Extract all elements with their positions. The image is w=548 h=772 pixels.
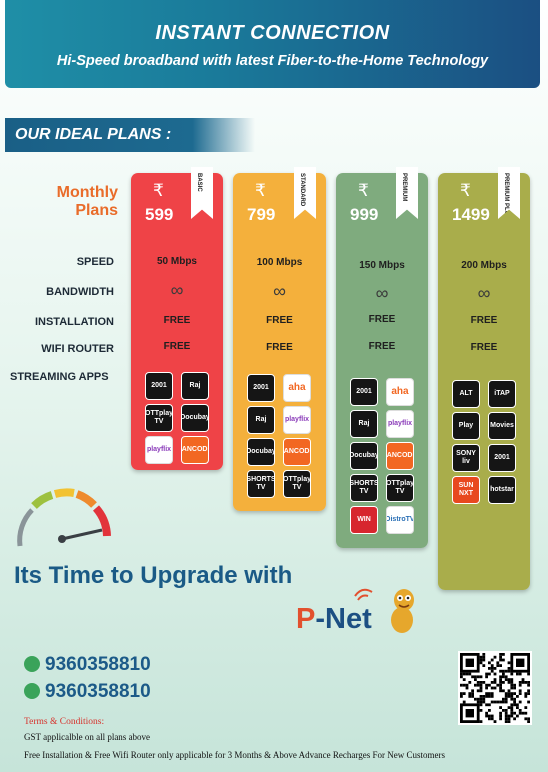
infinity-icon: ∞: [170, 280, 184, 300]
plan-name: STANDARD: [299, 173, 305, 207]
plan-installation: FREE: [163, 315, 191, 326]
plan-speed: 100 Mbps: [256, 257, 303, 268]
plan-name: BASIC: [196, 173, 202, 192]
plan-installation: FREE: [266, 315, 293, 326]
streaming-app-logo: Play: [452, 412, 480, 440]
streaming-app-logo: OTTplay TV: [386, 474, 414, 502]
streaming-app-logo: 2001: [145, 372, 173, 400]
plan-name: PREMIUM: [401, 173, 407, 202]
plan-price: 599: [145, 205, 174, 224]
streaming-app-logo: Docubay: [247, 438, 275, 466]
streaming-app-logo: Docubay: [350, 442, 378, 470]
banner-title: INSTANT CONNECTION: [155, 22, 390, 44]
plan-wifi-router: FREE: [163, 341, 191, 352]
streaming-app-logo: hotstar: [488, 476, 516, 504]
plan-wifi-router: FREE: [266, 342, 293, 353]
streaming-app-logo: WIN: [350, 506, 378, 534]
streaming-app-logo: iTAP: [488, 380, 516, 408]
plan-ribbon: PREMIUM: [396, 167, 418, 219]
plan-price: 799: [247, 205, 276, 224]
plan-card-standard[interactable]: ₹ 799 STANDARD 100 Mbps ∞ FREE FREE 2001 a…: [233, 167, 326, 511]
streaming-app-logo: aha: [283, 374, 311, 402]
plan-price: 999: [350, 205, 379, 224]
qr-code: [458, 651, 532, 725]
terms-line-free-install: Free Installation & Free Wifi Router onl…: [24, 750, 445, 760]
streaming-app-logo: Movies: [488, 412, 516, 440]
plan-name: PREMIUM PLUS: [503, 173, 509, 220]
streaming-app-logo: Raj: [181, 372, 209, 400]
plan-installation: FREE: [368, 314, 396, 325]
streaming-app-logo: SUN NXT: [452, 476, 480, 504]
row-label-bandwidth: BANDWIDTH: [46, 286, 114, 298]
plan-ribbon: BASIC: [191, 167, 213, 219]
streaming-app-logo: FANCODE: [283, 438, 311, 466]
speedometer-icon: [17, 488, 111, 547]
plan-wifi-router: FREE: [470, 342, 498, 353]
plan-card-premium-plus[interactable]: ₹ 1499 PREMIUM PLUS 200 Mbps ∞ FREE FREE…: [438, 167, 530, 590]
pnet-logo: P-Net: [296, 603, 372, 636]
terms-line-gst: GST applicalble on all plans above: [24, 732, 151, 742]
streaming-app-logo: Raj: [247, 406, 275, 434]
plan-installation: FREE: [470, 315, 498, 326]
phone-number-call[interactable]: 9360358810: [24, 654, 151, 676]
streaming-app-logo: 2001: [488, 444, 516, 472]
plan-ribbon: STANDARD: [294, 167, 316, 219]
plan-card-basic[interactable]: ₹ 599 BASIC 50 Mbps ∞ FREE FREE 2001 Raj OT…: [131, 167, 223, 470]
brand-dash: -: [315, 603, 326, 635]
infinity-icon: ∞: [375, 283, 389, 303]
streaming-app-logo: ALT: [452, 380, 480, 408]
row-label-streaming-apps: STREAMING APPS: [10, 371, 109, 383]
monthly-plans-label: Monthly Plans: [56, 184, 118, 219]
streaming-app-logo: SONY liv: [452, 444, 480, 472]
rupee-symbol: ₹: [358, 181, 369, 200]
streaming-app-logo: 2001: [350, 378, 378, 406]
terms-title: Terms & Conditions:: [24, 717, 105, 727]
plan-price: 1499: [452, 205, 490, 224]
streaming-app-logo: SHORTS TV: [247, 470, 275, 498]
rupee-symbol: ₹: [460, 181, 471, 200]
streaming-app-logo: playflix: [386, 410, 414, 438]
streaming-app-logo: SHORTS TV: [350, 474, 378, 502]
streaming-app-logo: Raj: [350, 410, 378, 438]
section-title: OUR IDEAL PLANS :: [15, 126, 172, 143]
whatsapp-icon: [24, 683, 40, 699]
streaming-app-logo: playflix: [283, 406, 311, 434]
infinity-icon: ∞: [477, 283, 491, 303]
rupee-symbol: ₹: [255, 181, 266, 200]
banner-subtitle: Hi-Speed broadband with latest Fiber-to-…: [56, 53, 489, 69]
plan-speed: 150 Mbps: [359, 260, 405, 271]
upgrade-headline: Its Time to Upgrade with: [14, 562, 293, 589]
infinity-icon: ∞: [273, 281, 286, 301]
streaming-app-logo: aha: [386, 378, 414, 406]
brand-letter-p: P: [296, 603, 316, 635]
peanut-mascot-icon: [354, 588, 414, 633]
phone-icon: [24, 656, 40, 672]
row-label-wifi-router: WIFI ROUTER: [41, 343, 114, 355]
streaming-app-logo: DistroTV: [386, 506, 414, 534]
phone-number-whatsapp[interactable]: 9360358810: [24, 681, 151, 703]
row-label-installation: INSTALLATION: [34, 316, 114, 328]
brand-name: Net: [325, 603, 372, 635]
streaming-app-logo: Docubay: [181, 404, 209, 432]
row-label-speed: SPEED: [76, 256, 114, 268]
streaming-app-logo: FANCODE: [181, 436, 209, 464]
streaming-app-logo: playflix: [145, 436, 173, 464]
rupee-symbol: ₹: [153, 181, 164, 200]
plan-wifi-router: FREE: [368, 341, 396, 352]
streaming-app-logo: FANCODE: [386, 442, 414, 470]
plan-speed: 200 Mbps: [461, 260, 507, 271]
section-title-bar: OUR IDEAL PLANS :: [5, 118, 255, 152]
plan-ribbon: PREMIUM PLUS: [498, 167, 520, 219]
streaming-app-logo: 2001: [247, 374, 275, 402]
header-banner: INSTANT CONNECTION Hi-Speed broadband wi…: [5, 0, 540, 88]
streaming-app-logo: OTTplay TV: [145, 404, 173, 432]
plan-speed: 50 Mbps: [156, 256, 197, 267]
plan-card-premium[interactable]: ₹ 999 PREMIUM 150 Mbps ∞ FREE FREE 2001 ah…: [336, 167, 428, 548]
streaming-app-logo: OTTplay TV: [283, 470, 311, 498]
